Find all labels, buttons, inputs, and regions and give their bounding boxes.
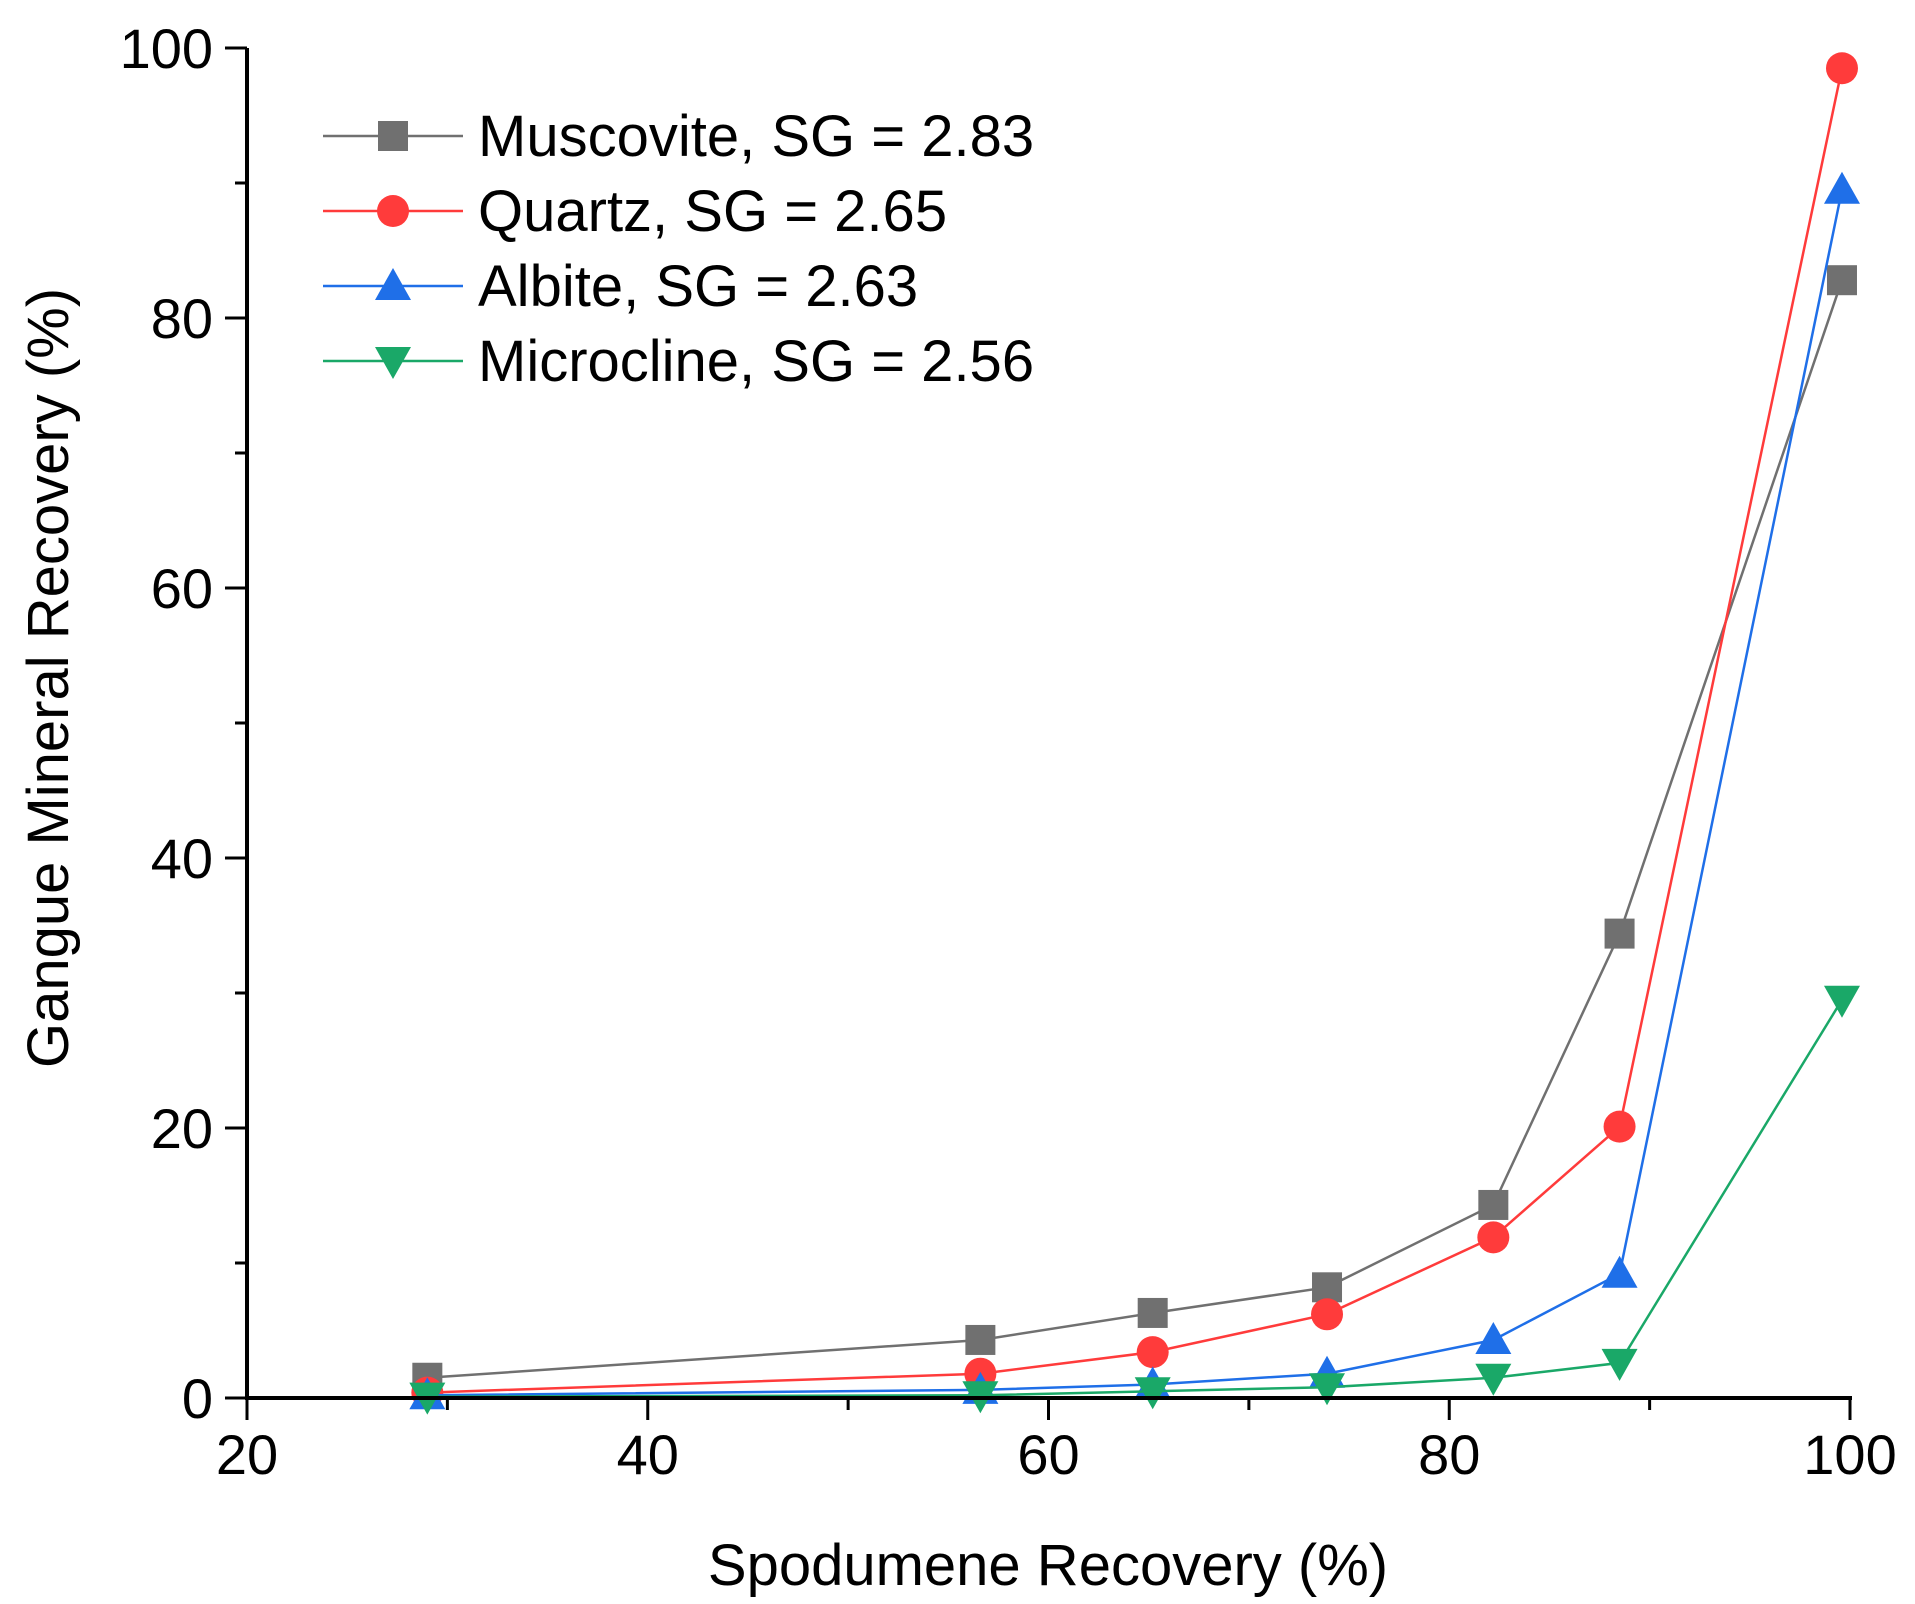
data-point bbox=[1311, 1298, 1344, 1331]
data-point bbox=[1601, 1255, 1638, 1288]
legend-marker bbox=[377, 195, 409, 227]
series-4 bbox=[409, 985, 1860, 1415]
x-tick-label: 40 bbox=[617, 1423, 679, 1486]
data-point bbox=[1137, 1297, 1168, 1328]
y-tick-label: 60 bbox=[151, 557, 213, 620]
legend-marker bbox=[375, 268, 411, 300]
legend: Muscovite, SG = 2.83 Quartz, SG = 2.65 Alb… bbox=[323, 104, 1034, 394]
data-point bbox=[1823, 171, 1860, 204]
data-point bbox=[1309, 1373, 1346, 1406]
legend-label: Quartz, SG = 2.65 bbox=[478, 179, 947, 244]
data-point bbox=[1136, 1336, 1169, 1369]
legend-marker bbox=[378, 121, 408, 151]
y-tick-label: 20 bbox=[151, 1097, 213, 1160]
y-tick-label: 40 bbox=[151, 827, 213, 890]
data-point bbox=[1475, 1321, 1512, 1354]
x-tick-label: 80 bbox=[1418, 1423, 1480, 1486]
data-point bbox=[1823, 985, 1860, 1018]
data-point bbox=[1134, 1377, 1171, 1410]
x-tick-label: 20 bbox=[216, 1423, 278, 1486]
y-tick-label: 80 bbox=[151, 287, 213, 350]
x-tick-label: 60 bbox=[1017, 1423, 1079, 1486]
legend-marker bbox=[375, 347, 411, 379]
legend-label: Microcline, SG = 2.56 bbox=[478, 329, 1034, 394]
data-point bbox=[1604, 918, 1635, 949]
data-point bbox=[1312, 1272, 1343, 1303]
data-point bbox=[1825, 52, 1858, 85]
data-point bbox=[1601, 1348, 1638, 1381]
series-1 bbox=[412, 265, 1857, 1393]
series-line bbox=[427, 999, 1844, 1398]
legend-item: Microcline, SG = 2.56 bbox=[323, 329, 1034, 394]
legend-item: Quartz, SG = 2.65 bbox=[323, 179, 947, 244]
legend-label: Muscovite, SG = 2.83 bbox=[478, 104, 1034, 169]
x-axis-title: Spodumene Recovery (%) bbox=[708, 1533, 1388, 1598]
series-line bbox=[427, 279, 1844, 1380]
y-tick-label: 0 bbox=[182, 1367, 213, 1430]
y-tick-label: 100 bbox=[120, 17, 213, 80]
data-point bbox=[1826, 265, 1857, 296]
x-tick-label: 100 bbox=[1803, 1423, 1896, 1486]
legend-label: Albite, SG = 2.63 bbox=[478, 254, 918, 319]
legend-item: Albite, SG = 2.63 bbox=[323, 254, 918, 319]
data-point bbox=[1603, 1110, 1636, 1143]
data-point bbox=[1475, 1363, 1512, 1396]
y-axis-title: Gangue Mineral Recovery (%) bbox=[16, 288, 81, 1068]
data-point bbox=[1477, 1221, 1510, 1254]
legend-item: Muscovite, SG = 2.83 bbox=[323, 104, 1034, 169]
data-point bbox=[965, 1324, 996, 1355]
data-point bbox=[1478, 1189, 1509, 1220]
